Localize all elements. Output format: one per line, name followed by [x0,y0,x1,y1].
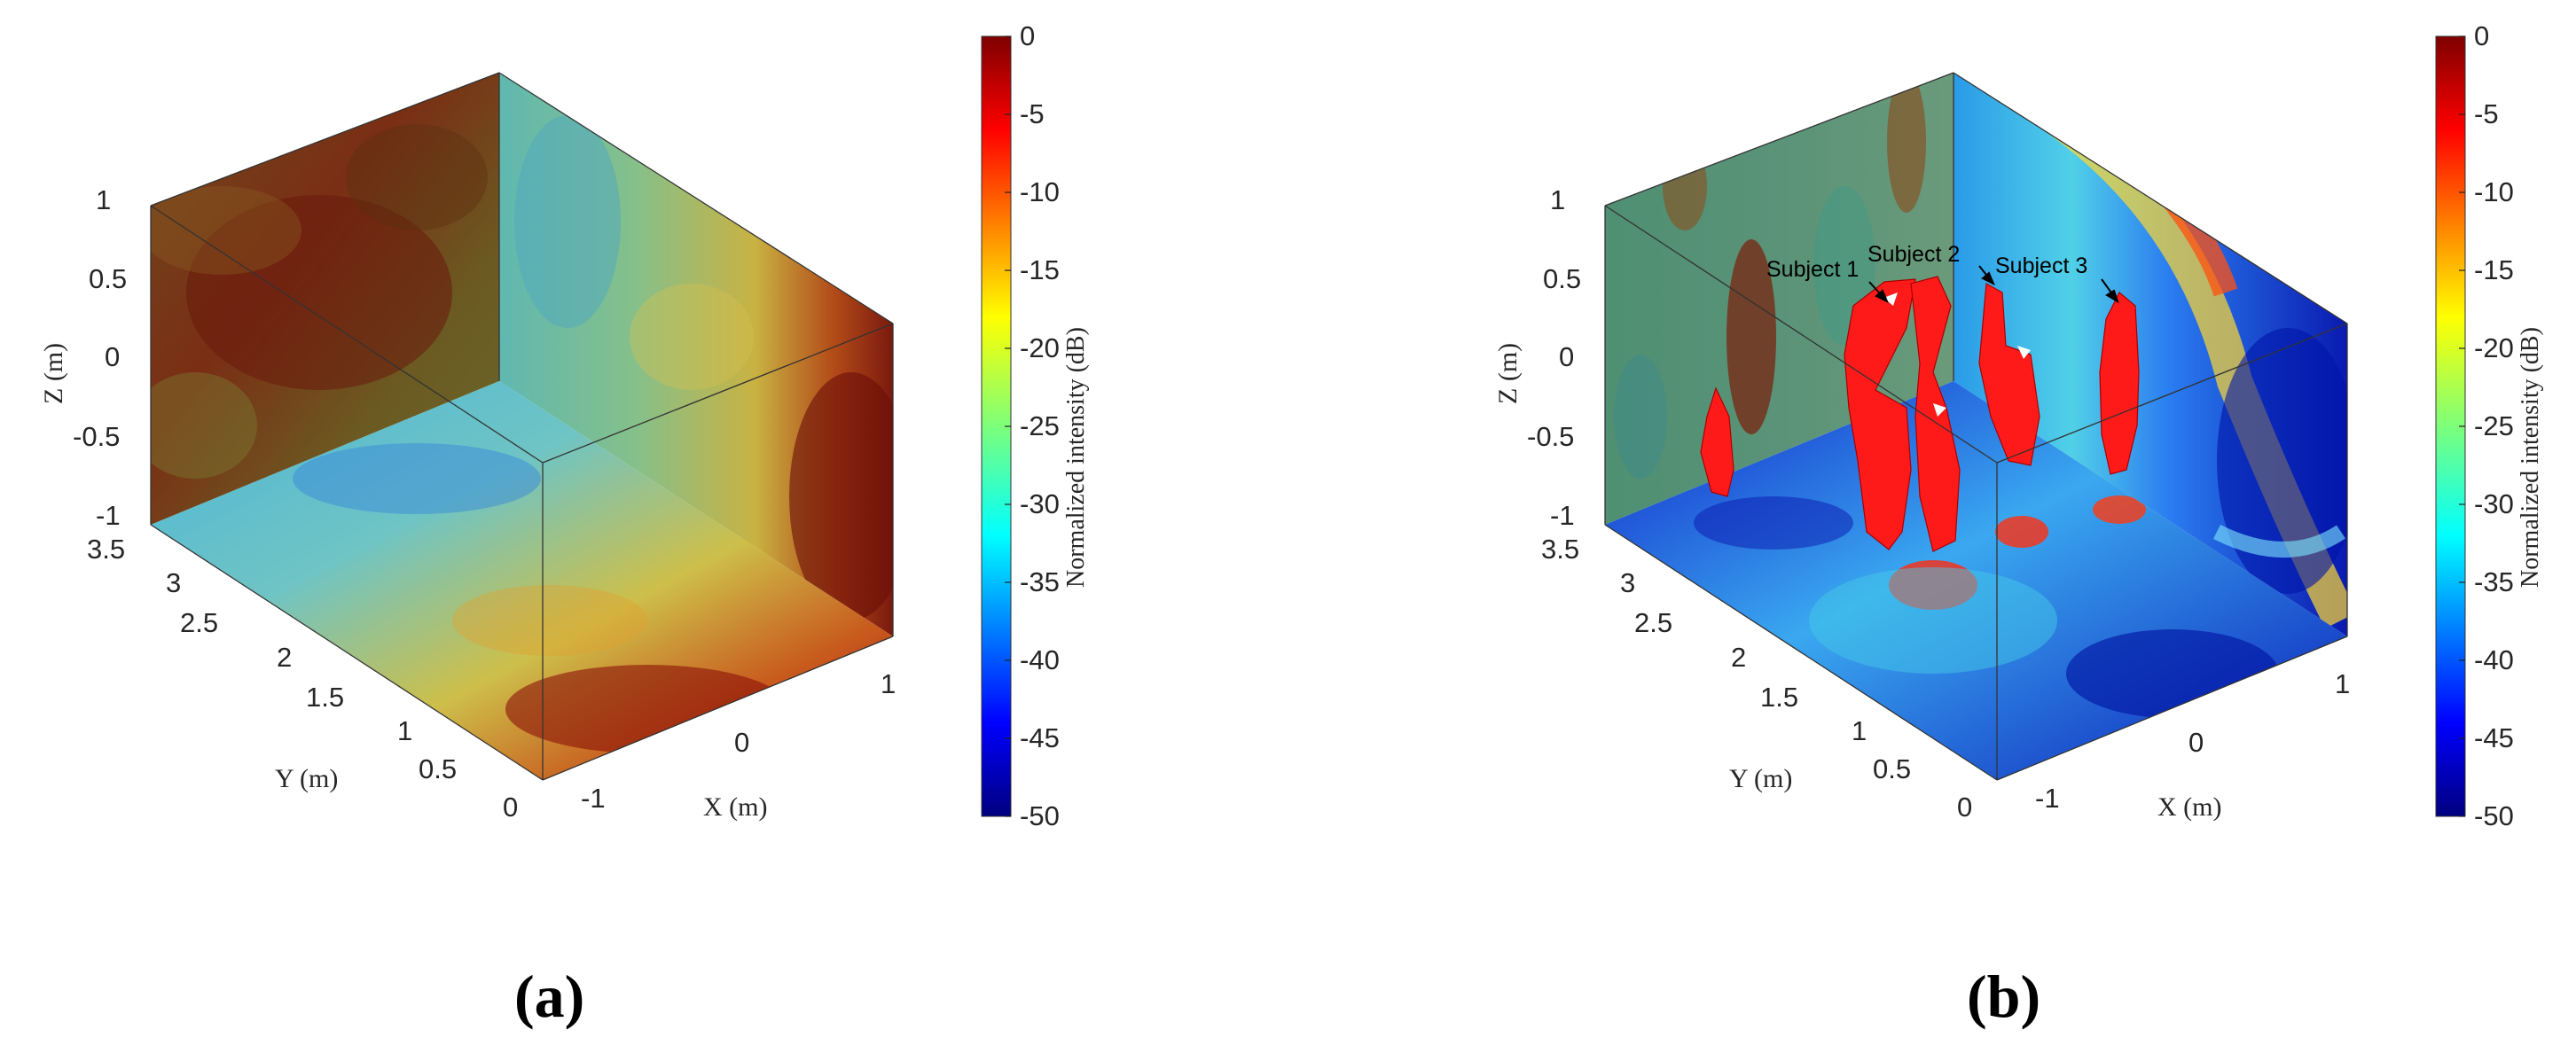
annotation-subject-1: Subject 1 [1766,257,1859,282]
panel-b-isosurfaces [1700,276,2140,552]
panel-b-z-label: Z (m) [1493,343,1523,404]
panel-b-y-tick-0: 0 [1957,792,1972,823]
panel-a-z-label: Z (m) [39,343,68,404]
panel-a-side-texture [514,115,893,620]
isosurface-subject-2b [1978,283,2040,466]
panel-a-x-label: X (m) [703,792,767,822]
colorbar-tick-label: -20 [1020,332,1060,363]
colorbar-tick-label: -20 [2474,332,2514,363]
panel-b-z-tick--1: -1 [1550,500,1575,531]
panel-b-y-tick-0.5: 0.5 [1873,753,1911,784]
panel-b-annotations: Subject 1 Subject 2 Subject 3 [1766,242,2119,304]
panel-a-y-tick-2: 2 [277,642,292,673]
panel-b-z-tick--0.5: -0.5 [1527,421,1574,452]
colorbar-tick-label: -25 [1020,410,1060,441]
panel-a-z-tick-0: 0 [105,341,120,372]
colorbar-tick-label: -45 [2474,722,2514,753]
isosurface-subject-3 [2099,292,2140,475]
panel-a-y-tick-1: 1 [397,715,412,746]
panel-a-y-tick-1.5: 1.5 [306,682,344,713]
panel-a-x-tick-0: 0 [734,727,749,758]
panel-a-y-tick-0: 0 [503,792,518,823]
panel-a-z-tick--1: -1 [96,500,121,531]
colorbar-tick-label: -50 [2474,800,2514,831]
colorbar-tick-label: -30 [1020,488,1060,519]
panel-b-z-tick-0: 0 [1559,341,1574,372]
panel-a-x-tick--1: -1 [581,783,606,814]
panel-a-colorbar-label: Normalized intensity (dB) [1062,327,1090,588]
colorbar-tick-label: -10 [1020,176,1060,207]
panel-a-y-label: Y (m) [275,764,338,793]
colorbar-tick-label: -25 [2474,410,2514,441]
panel-b-box-lines [1604,72,2348,781]
colorbar-tick-label: -15 [2474,254,2514,285]
panel-b-x-label: X (m) [2157,792,2221,822]
panel-a-plot: 1 0.5 0 -0.5 -1 Z (m) 3.5 3 2.5 2 1.5 1 … [39,72,896,823]
colorbar-tick-label: -45 [1020,722,1060,753]
annotation-subject-3: Subject 3 [1995,254,2087,278]
colorbar-tick-label: -35 [1020,566,1060,597]
panel-b-y-tick-1.5: 1.5 [1760,682,1798,713]
panel-a-y-tick-3: 3 [166,567,181,598]
panel-a-z-tick-0.5: 0.5 [89,263,127,294]
panel-b-z-tick-0.5: 0.5 [1543,263,1581,294]
panel-b-axis-ticks: 1 0.5 0 -0.5 -1 Z (m) 3.5 3 2.5 2 1.5 1 … [1493,184,2350,823]
panel-b-colorbar: 0 -5 -10 -15 -20 -25 -30 -35 -40 -45 -50 Normalize… [2435,20,2544,831]
panel-a-label: (a) [514,963,584,1030]
panel-b-y-tick-3: 3 [1620,567,1635,598]
panel-b-y-tick-1: 1 [1852,715,1867,746]
colorbar-tick-label: -50 [1020,800,1060,831]
panel-a-back-texture [151,124,488,479]
colorbar-tick-label: -40 [1020,644,1060,675]
colorbar-tick-label: -30 [2474,488,2514,519]
panel-a-z-tick-1: 1 [96,184,111,215]
panel-b-colorbar-label: Normalized intensity (dB) [2517,327,2544,588]
colorbar-tick-label: -10 [2474,176,2514,207]
colorbar-tick-label: -35 [2474,566,2514,597]
panel-a-colorbar-ticks: 0 -5 -10 -15 -20 -25 -30 -35 -40 -45 -50 [1005,20,1060,831]
panel-b-floor-texture [1694,495,2279,718]
colorbar-tick-label: -40 [2474,644,2514,675]
panel-b-plot: Subject 1 Subject 2 Subject 3 1 0.5 0 -0… [1493,72,2350,823]
annotation-subject-2: Subject 2 [1867,242,1960,267]
panel-a-axis-ticks: 1 0.5 0 -0.5 -1 Z (m) 3.5 3 2.5 2 1.5 1 … [39,184,896,823]
panel-a-floor-texture [293,443,789,753]
colorbar-tick-label: -5 [2474,98,2499,129]
panel-b-y-tick-2.5: 2.5 [1634,607,1672,638]
panel-a-y-tick-0.5: 0.5 [419,753,457,784]
panel-b-label: (b) [1967,963,2040,1030]
panel-b-y-tick-2: 2 [1731,642,1746,673]
colorbar-tick-label: -5 [1020,98,1045,129]
panel-a-colorbar: 0 -5 -10 -15 -20 -25 -30 -35 -40 -45 -50 Normalize… [981,20,1090,831]
panel-a-z-tick--0.5: -0.5 [73,421,120,452]
panel-b-z-tick-1: 1 [1550,184,1565,215]
panel-a-x-tick-1: 1 [881,668,896,699]
panel-b-x-tick-1: 1 [2335,668,2350,699]
panel-a-box-lines [150,72,894,781]
colorbar-tick-label: 0 [2474,20,2489,51]
panel-b-y-tick-3.5: 3.5 [1541,534,1579,565]
panel-b-y-label: Y (m) [1729,764,1792,793]
panel-a-y-tick-3.5: 3.5 [87,534,125,565]
isosurface-left [1700,386,1734,497]
isosurface-subject-2 [1910,276,1961,552]
panel-b-x-tick-0: 0 [2188,727,2204,758]
panel-b-x-tick--1: -1 [2035,783,2060,814]
colorbar-tick-label: -15 [1020,254,1060,285]
colorbar-tick-label: 0 [1020,20,1035,51]
panel-b-colorbar-ticks: 0 -5 -10 -15 -20 -25 -30 -35 -40 -45 -50 [2459,20,2514,831]
panel-a-y-tick-2.5: 2.5 [180,607,218,638]
